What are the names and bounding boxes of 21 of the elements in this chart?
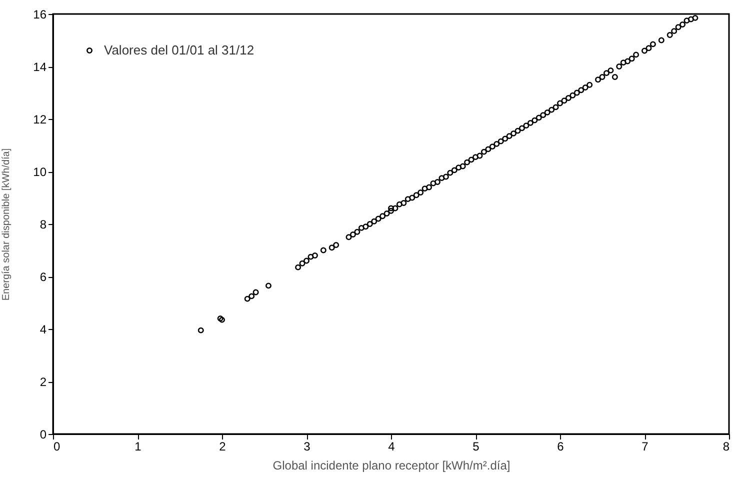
x-tick-label: 8 xyxy=(722,440,730,454)
x-tick-label: 7 xyxy=(642,440,649,454)
y-tick-label: 2 xyxy=(40,375,47,389)
y-tick-label: 14 xyxy=(33,60,47,74)
x-tick-label: 4 xyxy=(388,440,396,454)
x-tick-label: 3 xyxy=(304,440,311,454)
x-tick-label: 1 xyxy=(134,440,142,454)
y-tick-label: 16 xyxy=(33,8,47,22)
y-tick-label: 4 xyxy=(40,322,47,336)
x-tick-label: 5 xyxy=(472,440,480,454)
legend-label: Valores del 01/01 al 31/12 xyxy=(104,42,254,58)
x-tick-label: 6 xyxy=(557,440,564,454)
y-tick-label: 10 xyxy=(33,165,47,179)
y-tick-label: 12 xyxy=(33,112,47,126)
y-tick-label: 0 xyxy=(40,428,47,442)
x-axis-title: Global incidente plano receptor [kWh/m².día] xyxy=(272,458,510,472)
x-tick-label: 2 xyxy=(219,440,226,454)
x-tick-label: 0 xyxy=(54,440,60,454)
y-axis-title: Energía solar disponible [kWh/día] xyxy=(1,148,12,301)
y-tick-label: 8 xyxy=(40,218,47,232)
y-tick-label: 6 xyxy=(40,270,47,284)
